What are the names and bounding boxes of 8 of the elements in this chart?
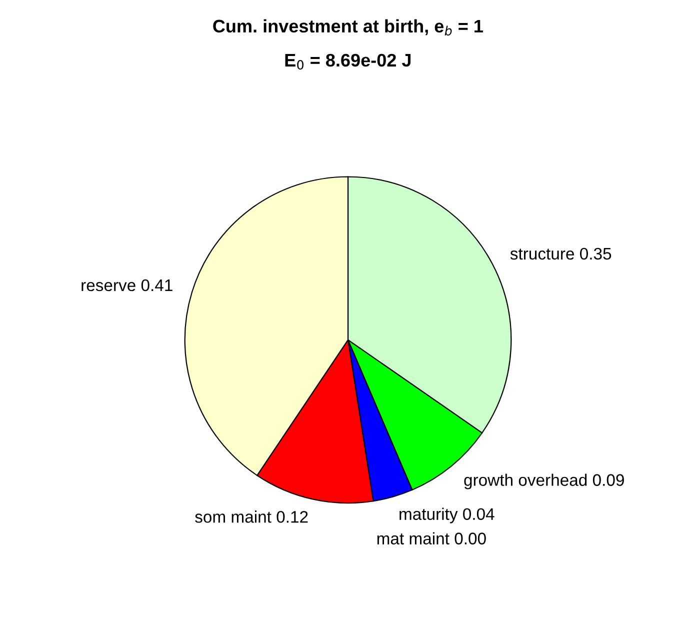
slice-label: reserve 0.41	[82, 279, 172, 292]
category-label: mat maint 0.00	[377, 532, 486, 544]
slice-label: growth overhead 0.09	[464, 474, 624, 490]
slice-label: structure 0.35	[510, 248, 612, 260]
slice-label: som maint 0.12	[195, 510, 308, 523]
chart-title: Cum. investment at birth, e$_{b}$ = 1	[213, 19, 483, 36]
chart-subtitle: E$_{0}$ = 8.69e-02 J	[285, 54, 411, 70]
slice-label: maturity 0.04	[400, 508, 494, 524]
